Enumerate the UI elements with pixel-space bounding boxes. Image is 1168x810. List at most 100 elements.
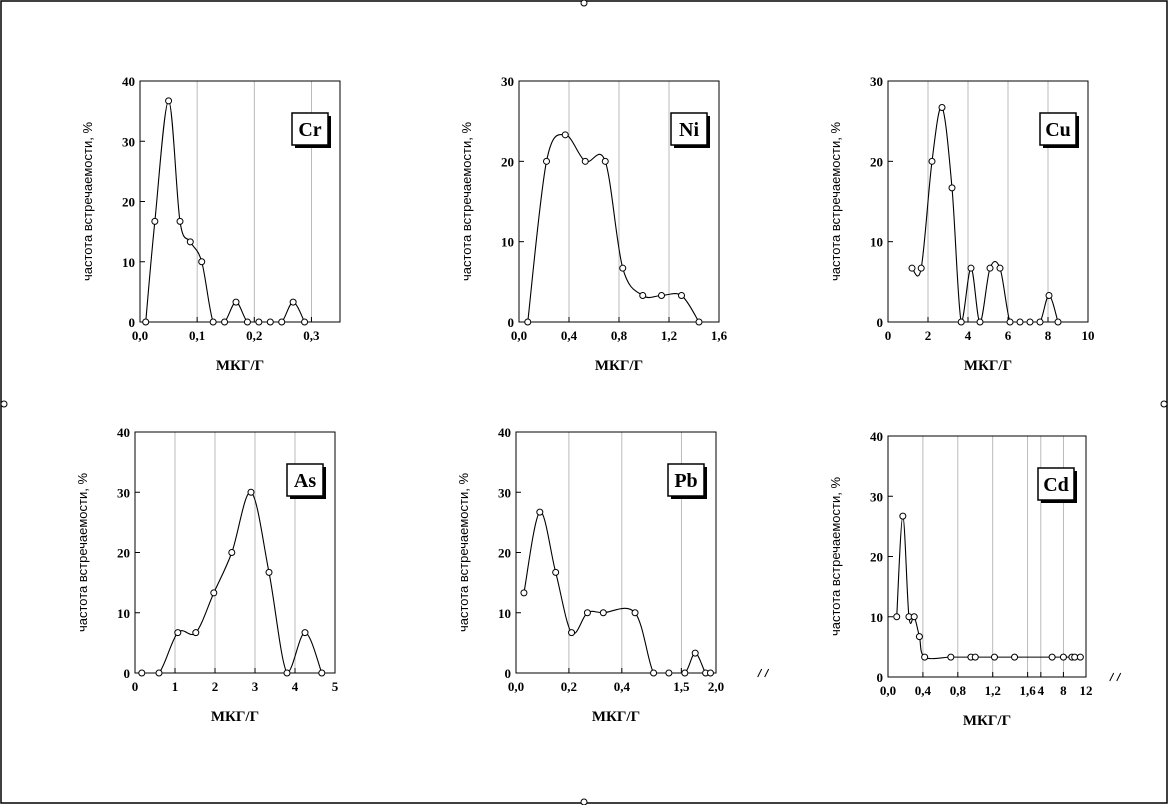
data-point [1006,318,1014,326]
data-point [908,264,916,272]
y-tick-label: 0 [508,315,515,330]
data-point [976,318,984,326]
x-tick-label: 12 [1080,683,1093,698]
x-tick-label: 0,4 [614,679,631,694]
y-tick-label: 40 [122,74,135,89]
x-tick-label: 0 [885,328,892,343]
element-label: Ni [679,119,699,141]
data-point [536,508,544,516]
data-point [1048,653,1056,661]
data-point [198,258,206,266]
y-tick-label: 0 [124,666,131,681]
data-point [265,568,273,576]
panel: 0,0 0,1 0,2 0,3 0 10 20 30 40 частота встречаемос… [80,74,341,374]
data-point [1036,318,1044,326]
data-point [151,217,159,225]
data-point [695,318,703,326]
data-point [599,609,607,617]
y-axis-label: частота встречаемости, % [828,122,843,281]
y-tick-label: 20 [870,154,883,169]
element-label: Cd [1043,474,1069,496]
data-point [278,318,286,326]
y-tick-label: 10 [117,606,130,621]
element-label: Pb [674,470,697,492]
data-point [947,653,955,661]
data-point [301,629,309,637]
data-point [568,629,576,637]
data-point [665,669,673,677]
y-tick-label: 20 [501,154,514,169]
data-point [967,264,975,272]
x-axis-label: МКГ/Г [592,709,640,725]
y-tick-label: 0 [877,670,884,685]
x-tick-label: 1,2 [985,683,1001,698]
y-axis-label: частота встречаемости, % [80,122,95,281]
data-point [552,568,560,576]
x-tick-label: 6 [1005,328,1012,343]
curve [523,511,711,674]
x-tick-label: 2,0 [708,679,724,694]
panel: 0 2 4 6 8 10 0 10 20 30 частота встречаемости, % МК… [828,74,1095,374]
y-tick-label: 20 [122,195,135,210]
data-point [938,104,946,112]
data-point [174,629,182,637]
data-point [583,609,591,617]
y-tick-label: 40 [498,425,511,440]
data-point [301,318,309,326]
x-tick-label: 1,2 [661,328,677,343]
y-tick-label: 10 [870,610,883,625]
x-tick-label: 10 [1082,328,1095,343]
label-box [670,112,708,146]
curve [911,106,1059,323]
data-point [142,318,150,326]
label-box [667,463,705,497]
axis-break [757,668,770,678]
data-point [631,609,639,617]
y-tick-label: 20 [498,546,511,561]
y-tick-label: 30 [870,74,883,89]
element-label: Cr [298,119,321,141]
data-point [232,298,240,306]
x-tick-label: 1,6 [711,328,728,343]
x-tick-label: 8 [1045,328,1052,343]
element-label: Cu [1045,119,1071,141]
y-tick-label: 0 [505,666,512,681]
data-point [1054,318,1062,326]
data-point [524,318,532,326]
panel: 0,0 0,4 0,8 1,2 1,6 0 10 20 30 частота встречаемо… [459,74,728,374]
data-point [957,318,965,326]
y-tick-label: 30 [870,489,883,504]
y-axis-label: частота встречаемости, % [456,473,471,632]
x-tick-label: 0,1 [189,328,205,343]
x-tick-label: 0,2 [246,328,262,343]
x-tick-label: 0,4 [915,683,932,698]
y-tick-label: 10 [501,235,514,250]
y-axis-label: частота встречаемости, % [75,473,90,632]
data-point [948,184,956,192]
x-tick-label: 0,0 [132,328,148,343]
y-tick-label: 30 [498,485,511,500]
x-tick-label: 8 [1060,683,1067,698]
x-tick-label: 0,0 [511,328,527,343]
data-point [971,653,979,661]
x-tick-label: 3 [252,679,259,694]
data-point [243,318,251,326]
data-point [228,549,236,556]
data-point [893,613,901,621]
plot-frame [887,80,1089,323]
data-point [192,629,200,637]
x-axis-label: МКГ/Г [595,358,643,374]
data-point [247,488,255,496]
y-tick-label: 20 [870,550,883,565]
data-point [543,157,550,165]
y-tick-label: 10 [498,606,511,621]
axis-break [1109,672,1122,682]
curve [896,515,1081,660]
x-axis-label: МКГ/Г [216,358,264,374]
data-point [266,318,274,326]
x-tick-label: 0,0 [880,683,896,698]
data-point [619,264,627,272]
x-tick-label: 5 [332,679,339,694]
